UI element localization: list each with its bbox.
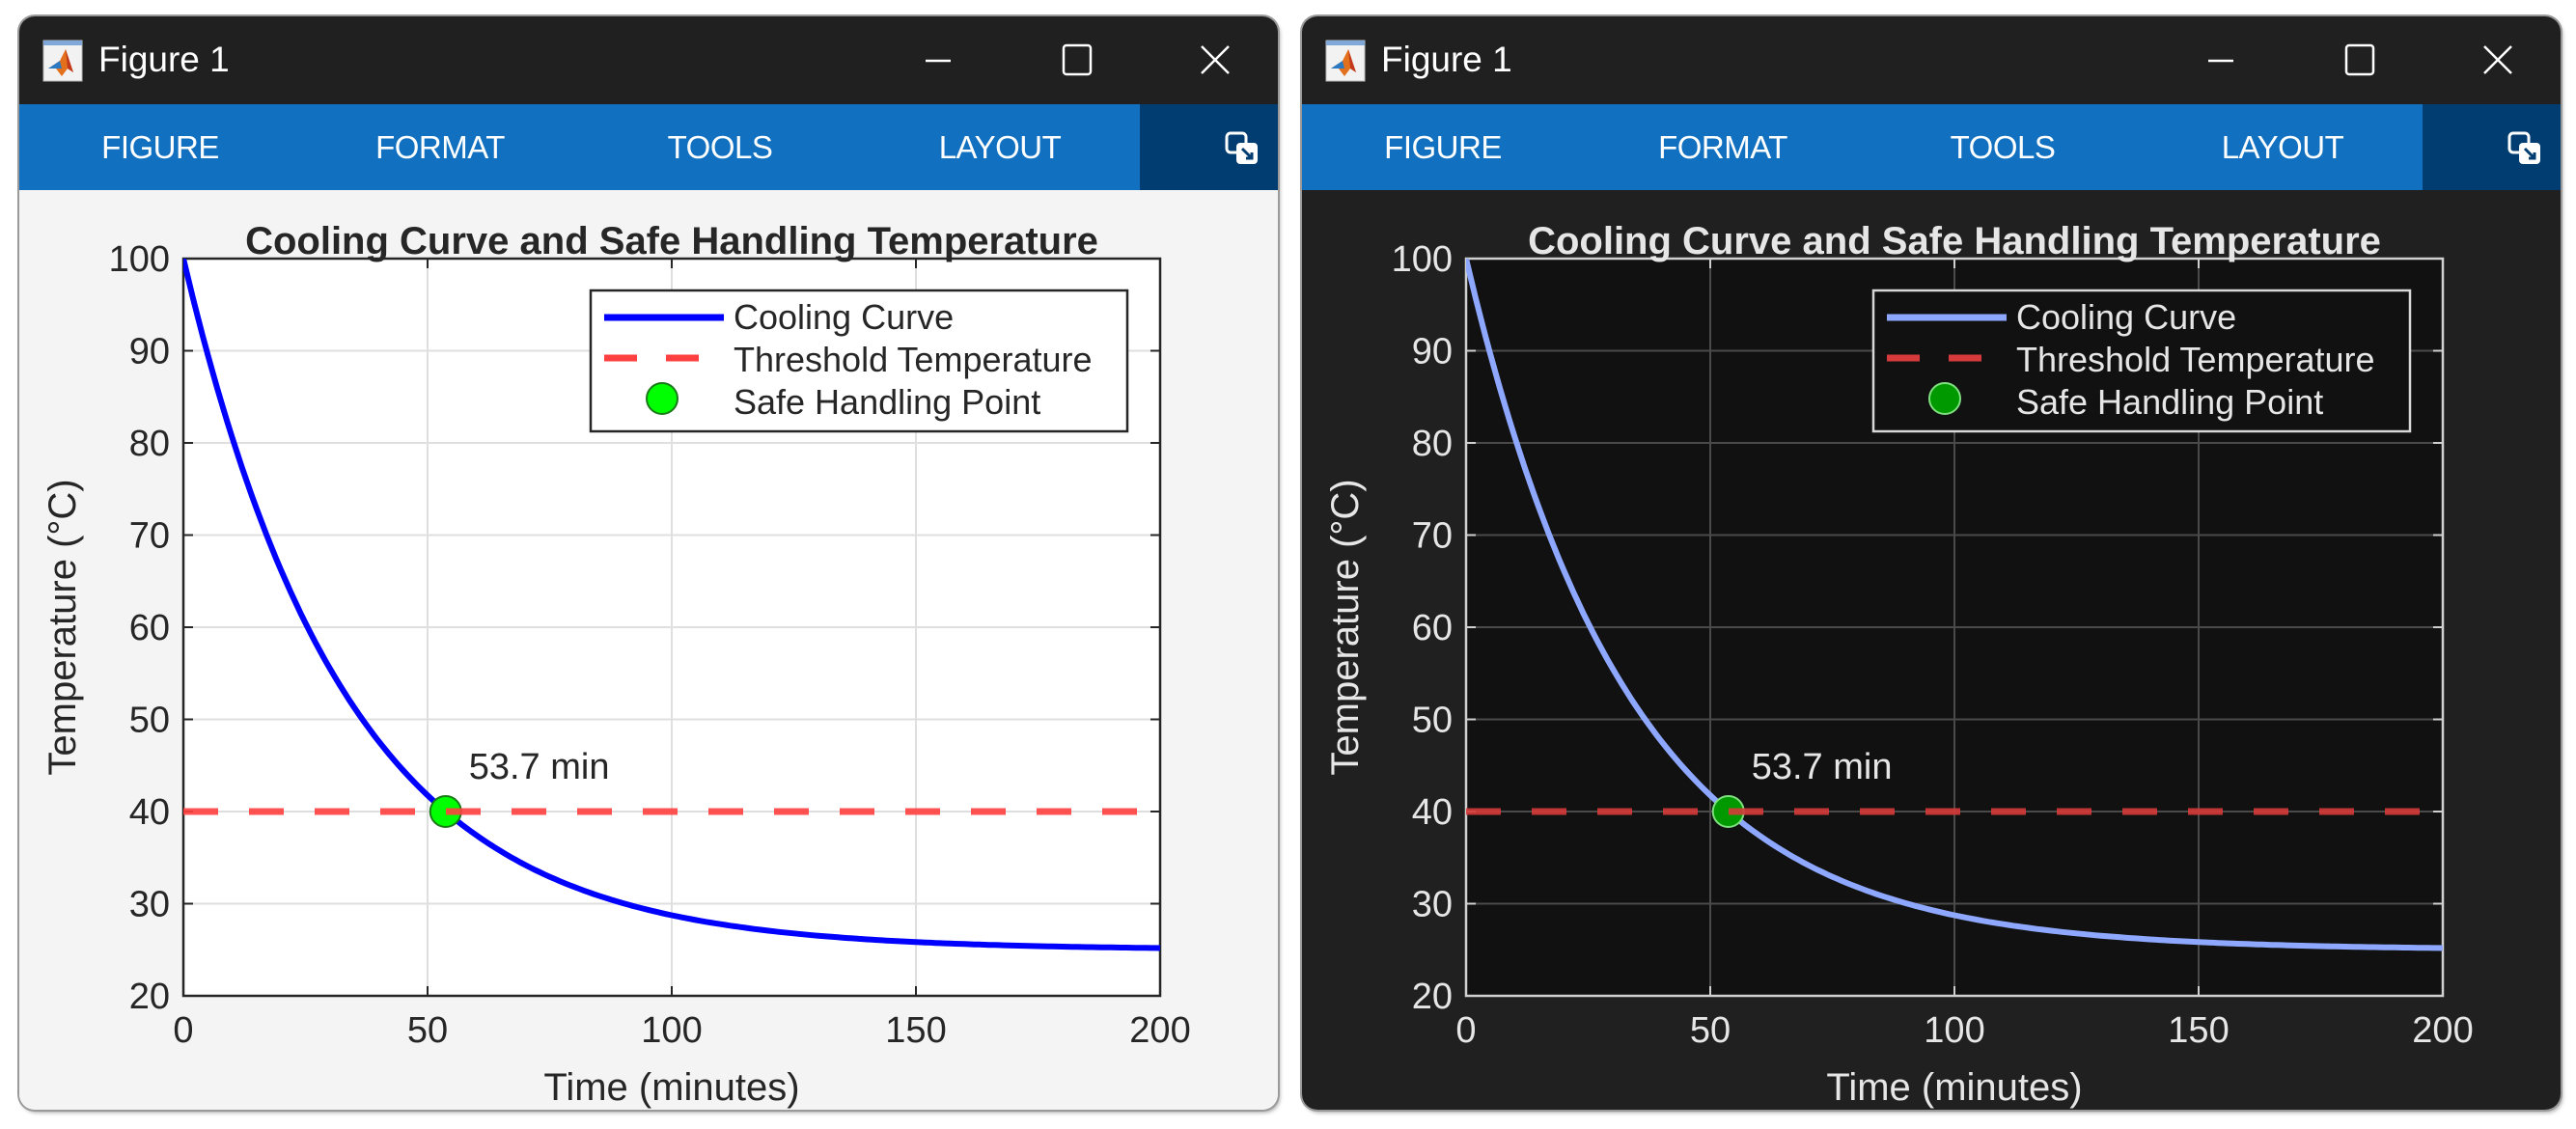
y-tick-label: 30 [1412, 885, 1453, 925]
maximize-icon[interactable] [2325, 34, 2393, 88]
y-tick-label: 20 [1412, 977, 1453, 1017]
tab-tools[interactable]: TOOLS [1950, 129, 2056, 165]
crossing-annotation: 53.7 min [469, 747, 610, 787]
y-tick-label: 20 [129, 977, 170, 1017]
x-axis-label: Time (minutes) [1826, 1066, 2082, 1109]
figure-window-dark: Figure 1 FIGURE FORMAT TOOLS LAYOUT 0 50 1… [1302, 16, 2561, 1110]
x-tick-label: 0 [1455, 1010, 1476, 1051]
x-tick-label: 200 [2412, 1010, 2473, 1051]
y-axis-label: Temperature (°C) [42, 479, 84, 775]
chart-title: Cooling Curve and Safe Handling Temperat… [245, 220, 1098, 262]
tab-figure[interactable]: FIGURE [1384, 129, 1502, 165]
legend-swatch-safe-point [646, 382, 679, 415]
legend-entry: Cooling Curve [734, 297, 954, 337]
undock-icon [2507, 131, 2540, 164]
toolstrip: FIGURE FORMAT TOOLS LAYOUT [19, 104, 1278, 190]
y-tick-label: 50 [1412, 701, 1453, 741]
y-tick-label: 60 [129, 608, 170, 648]
window-title: Figure 1 [1381, 40, 1512, 79]
tab-layout[interactable]: LAYOUT [2221, 129, 2344, 165]
x-axis-label: Time (minutes) [543, 1066, 799, 1109]
chart: 0 50 100 150 200 20 30 40 50 60 70 80 90 100 Cooling C… [1324, 220, 2474, 1109]
x-tick-label: 150 [2168, 1010, 2229, 1051]
y-tick-label: 40 [129, 792, 170, 833]
close-icon[interactable] [2465, 34, 2533, 88]
tab-format[interactable]: FORMAT [375, 129, 505, 165]
x-tick-label: 50 [407, 1010, 448, 1051]
cooling-curve-line [1466, 259, 2443, 951]
y-tick-label: 90 [1412, 332, 1453, 372]
figure-window-light: Figure 1 FIGURE FORMAT TOOLS LAYOUT 0 50 1… [19, 16, 1278, 1110]
matlab-logo-icon [1325, 40, 1366, 82]
y-tick-label: 70 [1412, 516, 1453, 557]
y-axis-label: Temperature (°C) [1324, 479, 1367, 775]
x-tick-label: 50 [1690, 1010, 1731, 1051]
undock-button[interactable] [1140, 104, 1278, 190]
y-tick-label: 60 [1412, 608, 1453, 648]
title-bar[interactable]: Figure 1 [1302, 16, 2561, 104]
y-tick-label: 30 [129, 885, 170, 925]
figure-canvas: 0 50 100 150 200 20 30 40 50 60 70 80 90 100 Cooling C… [19, 190, 1278, 1110]
undock-icon [1225, 131, 1258, 164]
chart: 0 50 100 150 200 20 30 40 50 60 70 80 90 100 Cooling C… [42, 220, 1191, 1109]
y-tick-label: 100 [1392, 239, 1453, 280]
tab-tools[interactable]: TOOLS [667, 129, 773, 165]
minimize-icon[interactable] [2187, 34, 2255, 88]
tab-figure[interactable]: FIGURE [101, 129, 219, 165]
toolstrip: FIGURE FORMAT TOOLS LAYOUT [1302, 104, 2561, 190]
legend-entry: Threshold Temperature [734, 340, 1093, 379]
y-tick-label: 100 [109, 239, 170, 280]
legend-entry: Threshold Temperature [2016, 340, 2375, 379]
y-tick-label: 50 [129, 701, 170, 741]
x-tick-label: 200 [1129, 1010, 1190, 1051]
window-title: Figure 1 [98, 40, 230, 79]
undock-button[interactable] [2423, 104, 2561, 190]
y-tick-label: 80 [129, 424, 170, 464]
legend-entry: Cooling Curve [2016, 297, 2236, 337]
y-tick-label: 40 [1412, 792, 1453, 833]
close-icon[interactable] [1182, 34, 1250, 88]
maximize-icon[interactable] [1042, 34, 1110, 88]
title-bar[interactable]: Figure 1 [19, 16, 1278, 104]
legend-swatch-safe-point [1928, 382, 1961, 415]
legend-entry: Safe Handling Point [734, 382, 1040, 422]
y-tick-label: 70 [129, 516, 170, 557]
x-tick-label: 100 [1924, 1010, 1984, 1051]
x-tick-label: 0 [173, 1010, 193, 1051]
figure-canvas: 0 50 100 150 200 20 30 40 50 60 70 80 90 100 Cooling C… [1302, 190, 2561, 1110]
y-tick-label: 80 [1412, 424, 1453, 464]
legend-entry: Safe Handling Point [2016, 382, 2323, 422]
x-tick-label: 150 [885, 1010, 946, 1051]
chart-title: Cooling Curve and Safe Handling Temperat… [1528, 220, 2381, 262]
crossing-annotation: 53.7 min [1752, 747, 1893, 787]
matlab-logo-icon [42, 40, 83, 82]
tab-format[interactable]: FORMAT [1658, 129, 1787, 165]
tab-layout[interactable]: LAYOUT [938, 129, 1062, 165]
y-tick-label: 90 [129, 332, 170, 372]
x-tick-label: 100 [641, 1010, 702, 1051]
minimize-icon[interactable] [904, 34, 972, 88]
cooling-curve-line [183, 259, 1160, 951]
legend-box [1871, 289, 2412, 433]
